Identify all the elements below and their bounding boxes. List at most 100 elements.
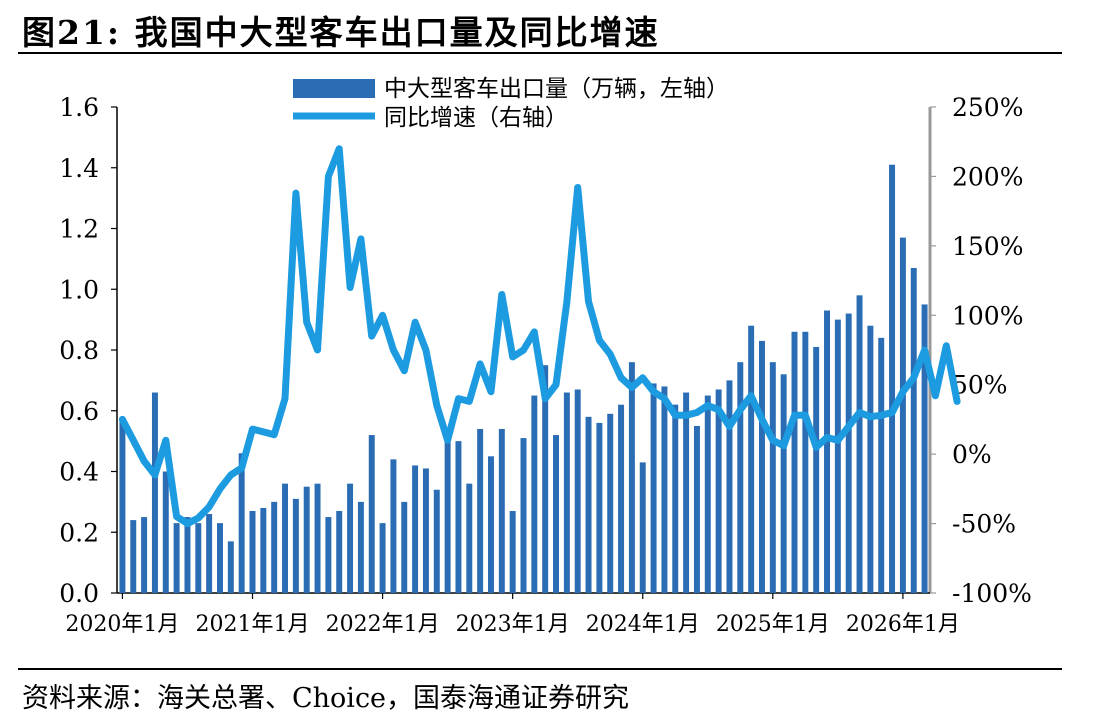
export-volume-bar <box>509 510 516 593</box>
export-volume-bar <box>889 164 896 593</box>
export-volume-bar <box>834 319 841 593</box>
export-volume-bar <box>596 422 603 593</box>
line-layer <box>118 145 961 528</box>
export-volume-bar <box>412 465 419 593</box>
export-volume-bar <box>748 325 755 593</box>
export-volume-bar <box>542 365 549 593</box>
export-volume-bar <box>216 523 223 593</box>
export-volume-bar <box>325 517 332 593</box>
legend-line-label: 同比增速（右轴） <box>384 105 568 131</box>
export-volume-bar <box>368 435 375 593</box>
legend-bar-label: 中大型客车出口量（万辆，左轴） <box>384 76 729 102</box>
y-right-tick-label: 50% <box>952 371 1008 400</box>
y-left-tick-label: 1.6 <box>59 93 99 122</box>
source-rule <box>18 668 1062 670</box>
export-volume-bar <box>910 267 917 593</box>
export-volume-bar <box>390 459 397 593</box>
y-left-tick-label: 1.4 <box>59 154 99 183</box>
export-volume-bar <box>769 362 776 593</box>
y-right-tick-label: 150% <box>952 232 1023 261</box>
export-volume-bar <box>173 523 180 593</box>
export-volume-bar <box>151 392 158 593</box>
export-volume-bar <box>379 523 386 593</box>
export-volume-bar <box>336 510 343 593</box>
export-volume-bar <box>726 380 733 593</box>
export-volume-bar <box>867 325 874 593</box>
export-volume-bar <box>574 389 581 593</box>
export-volume-bar <box>119 419 126 593</box>
x-tick-label: 2021年1月 <box>196 612 310 637</box>
export-volume-bar <box>162 471 169 593</box>
y-left-tick-label: 0.0 <box>59 579 99 608</box>
x-tick-label: 2024年1月 <box>586 612 700 637</box>
export-volume-bar <box>282 483 289 593</box>
export-volume-bar <box>422 468 429 593</box>
export-volume-bar <box>737 362 744 593</box>
export-volume-bar <box>477 428 484 593</box>
export-volume-bar <box>618 404 625 593</box>
y-left-tick-label: 0.2 <box>59 518 99 547</box>
export-volume-bar <box>444 432 451 593</box>
export-volume-bar <box>347 483 354 593</box>
bars-layer <box>119 164 928 594</box>
export-volume-bar <box>802 331 809 593</box>
axes-layer: 0.0 0.2 0.4 0.6 0.8 1.0 1.2 1.4 1.6 -100% -50% 0% 50… <box>59 93 1032 637</box>
export-volume-bar <box>498 428 505 593</box>
export-volume-bar <box>878 337 885 593</box>
title-rule <box>18 52 1062 54</box>
y-right-tick-label: -50% <box>952 510 1016 539</box>
export-volume-bar <box>314 483 321 593</box>
export-volume-bar <box>487 456 494 593</box>
y-right-tick-label: 250% <box>952 93 1023 122</box>
export-volume-bar <box>704 395 711 593</box>
export-volume-bar <box>845 313 852 593</box>
chart-title: 图21: 我国中大型客车出口量及同比增速 <box>22 13 660 52</box>
export-volume-bar <box>921 304 928 593</box>
export-volume-bar <box>791 331 798 593</box>
export-volume-bar <box>466 483 473 593</box>
export-volume-bar <box>433 489 440 593</box>
export-volume-bar <box>195 523 202 593</box>
y-right-tick-label: 200% <box>952 162 1023 191</box>
x-tick-label: 2022年1月 <box>326 612 440 637</box>
export-volume-bar <box>206 514 213 593</box>
export-volume-bar <box>238 453 245 593</box>
export-volume-bar <box>824 310 831 593</box>
export-volume-bar <box>184 517 191 593</box>
export-volume-bar <box>758 340 765 593</box>
export-volume-bar <box>693 425 700 593</box>
export-volume-bar <box>520 438 527 593</box>
y-left-tick-label: 0.8 <box>59 336 99 365</box>
y-left-tick-label: 1.2 <box>59 215 99 244</box>
export-volume-bar <box>130 520 137 593</box>
export-volume-bar <box>563 392 570 593</box>
x-tick-label: 2023年1月 <box>456 612 570 637</box>
export-volume-bar <box>227 541 234 593</box>
export-volume-bar <box>357 501 364 593</box>
y-left-tick-label: 0.6 <box>59 397 99 426</box>
y-right-tick-label: 100% <box>952 301 1023 330</box>
export-volume-bar <box>401 501 408 593</box>
y-left-tick-label: 0.4 <box>59 458 99 487</box>
export-volume-bar <box>553 435 560 593</box>
x-tick-label: 2026年1月 <box>846 612 960 637</box>
export-volume-bar <box>628 362 635 593</box>
export-volume-bar <box>856 295 863 593</box>
legend-bar-swatch <box>293 79 375 98</box>
x-tick-label: 2020年1月 <box>65 612 179 637</box>
export-volume-bar <box>899 237 906 594</box>
export-volume-bar <box>683 392 690 593</box>
source-note: 资料来源：海关总署、Choice，国泰海通证券研究 <box>22 683 630 714</box>
export-volume-bar <box>661 386 668 593</box>
export-volume-bar <box>249 510 256 593</box>
export-volume-bar <box>292 498 299 593</box>
legend: 中大型客车出口量（万辆，左轴） 同比增速（右轴） <box>293 76 729 131</box>
y-right-tick-label: -100% <box>952 579 1032 608</box>
x-tick-label: 2025年1月 <box>716 612 830 637</box>
export-volume-bar <box>303 486 310 593</box>
export-volume-bar <box>650 383 657 593</box>
export-volume-bar <box>639 462 646 593</box>
export-volume-bar <box>585 416 592 593</box>
export-volume-bar <box>607 413 614 593</box>
